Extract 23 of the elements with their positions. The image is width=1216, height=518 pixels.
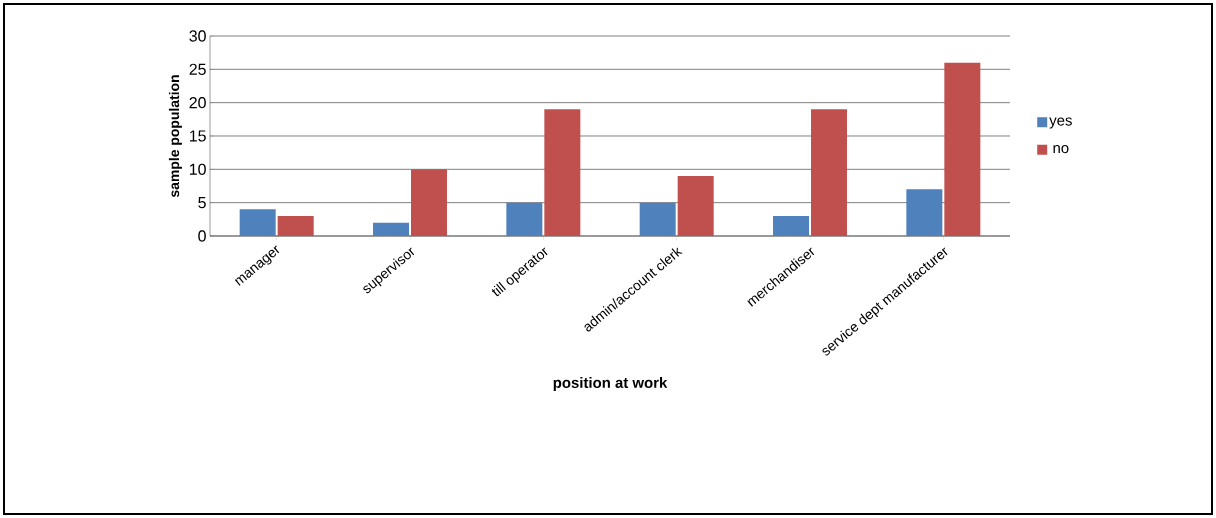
y-tick-label: 0	[198, 230, 206, 242]
y-axis-title: sample population	[168, 75, 182, 198]
y-tick-label: 10	[189, 163, 206, 175]
y-tick-label: 15	[189, 130, 206, 142]
y-tick-label: 20	[189, 97, 206, 109]
bar	[639, 202, 676, 236]
bar	[506, 202, 543, 236]
y-tick-label: 25	[189, 63, 206, 75]
legend-label: no	[1053, 144, 1069, 154]
bar	[544, 109, 581, 236]
bar	[277, 215, 314, 236]
bar	[411, 169, 448, 236]
y-tick-label: 30	[189, 30, 206, 42]
legend-label: yes	[1049, 117, 1072, 129]
bar	[773, 215, 810, 236]
bar	[906, 189, 943, 236]
y-tick-label: 5	[198, 197, 206, 209]
bar	[373, 222, 410, 236]
bar	[677, 175, 714, 236]
x-axis-title: position at work	[553, 377, 668, 391]
bar	[944, 62, 981, 236]
bar	[239, 209, 276, 236]
bar	[811, 109, 848, 236]
